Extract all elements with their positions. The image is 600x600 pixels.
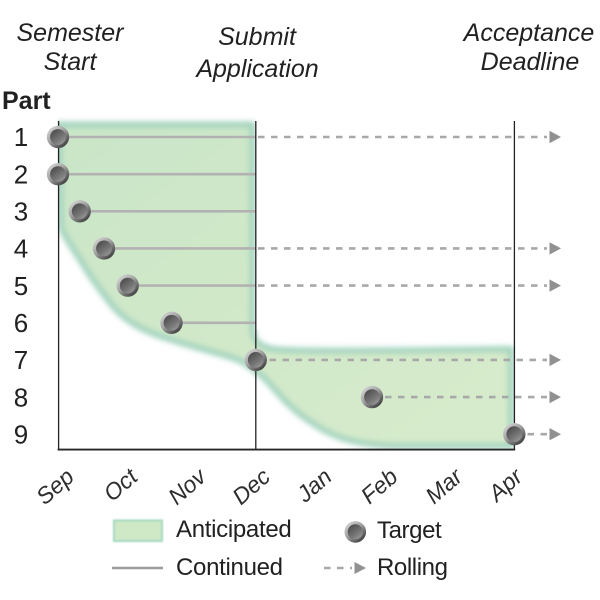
svg-text:5: 5 xyxy=(14,271,28,301)
svg-text:7: 7 xyxy=(14,345,28,375)
svg-text:2: 2 xyxy=(14,159,28,189)
svg-text:Deadline: Deadline xyxy=(481,48,580,76)
svg-text:8: 8 xyxy=(14,382,28,412)
svg-text:4: 4 xyxy=(14,234,28,264)
svg-text:Start: Start xyxy=(44,48,98,76)
svg-text:Rolling: Rolling xyxy=(377,554,448,581)
svg-text:6: 6 xyxy=(14,308,28,338)
svg-text:Anticipated: Anticipated xyxy=(176,516,291,543)
svg-text:9: 9 xyxy=(14,419,28,449)
svg-text:Semester: Semester xyxy=(17,19,126,47)
svg-text:1: 1 xyxy=(14,122,28,152)
svg-text:3: 3 xyxy=(14,197,28,227)
svg-text:Continued: Continued xyxy=(176,554,283,581)
svg-text:Application: Application xyxy=(194,55,318,83)
svg-text:Submit: Submit xyxy=(218,23,297,51)
svg-text:Target: Target xyxy=(377,517,442,544)
svg-text:Acceptance: Acceptance xyxy=(462,19,595,47)
svg-text:Part: Part xyxy=(2,87,51,115)
